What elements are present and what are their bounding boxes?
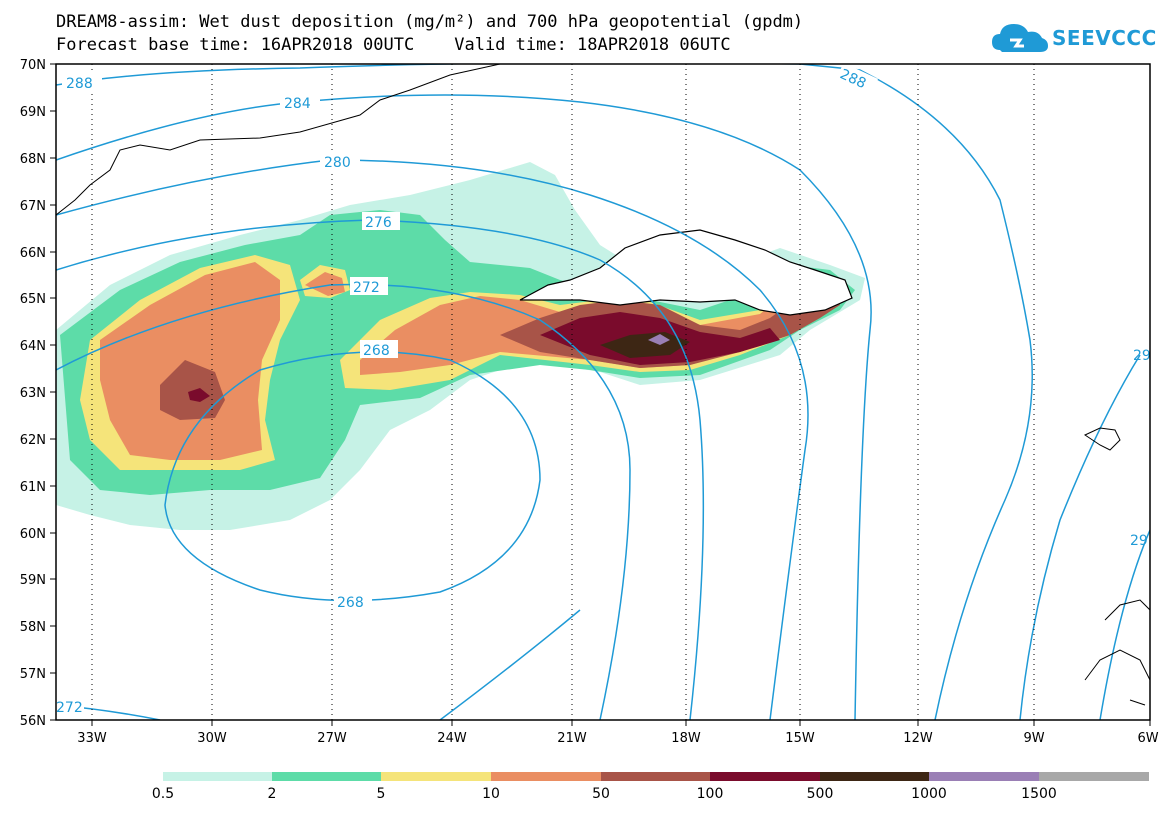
dust-layer-1000 bbox=[648, 334, 670, 345]
contour-label: 284 bbox=[284, 96, 311, 112]
legend-label: 1000 bbox=[911, 786, 947, 802]
coastlines bbox=[56, 64, 1150, 706]
lat-label: 57N bbox=[20, 667, 46, 682]
iceland-land bbox=[519, 229, 853, 316]
contour-280 bbox=[56, 159, 809, 720]
lon-label: 33W bbox=[77, 731, 107, 746]
legend-label: 100 bbox=[697, 786, 724, 802]
legend-swatch bbox=[710, 772, 820, 781]
map-plot: 288 284 280 276 272 268 268 288 272 29 2… bbox=[56, 64, 1151, 720]
seevccc-logo: SEEVCCC bbox=[990, 18, 1160, 60]
lat-label: 65N bbox=[20, 292, 46, 307]
contour-288-west bbox=[56, 64, 1033, 720]
contour-268-south bbox=[439, 609, 581, 720]
lat-label: 60N bbox=[20, 527, 46, 542]
lon-label: 21W bbox=[557, 731, 587, 746]
lat-label: 61N bbox=[20, 480, 46, 495]
lat-label: 62N bbox=[20, 433, 46, 448]
lat-label: 58N bbox=[20, 620, 46, 635]
legend-swatch bbox=[929, 772, 1039, 781]
faroe-coast bbox=[1083, 427, 1121, 451]
legend-swatch bbox=[820, 772, 929, 781]
legend-label: 50 bbox=[592, 786, 610, 802]
lat-label: 56N bbox=[20, 714, 46, 729]
legend-labels: 0.5 2 5 10 50 100 500 1000 1500 bbox=[152, 786, 1057, 802]
lat-label: 59N bbox=[20, 573, 46, 588]
legend-label: 0.5 bbox=[152, 786, 174, 802]
contour-label: 288 bbox=[66, 76, 93, 92]
longitude-labels: 33W 30W 27W 24W 21W 18W 15W 12W 9W 6W bbox=[77, 731, 1158, 746]
contour-labels: 288 284 280 276 272 268 268 288 272 29 2… bbox=[56, 64, 1151, 716]
contour-29-east-a bbox=[1019, 354, 1141, 720]
legend-label: 2 bbox=[268, 786, 277, 802]
contour-label: 276 bbox=[365, 215, 392, 231]
lon-label: 12W bbox=[903, 731, 933, 746]
legend-swatch bbox=[601, 772, 710, 781]
cloud-icon bbox=[992, 24, 1048, 52]
lat-label: 64N bbox=[20, 339, 46, 354]
contour-label: 29 bbox=[1130, 533, 1148, 549]
legend-swatch bbox=[381, 772, 491, 781]
contour-label: 280 bbox=[324, 155, 351, 171]
dust-layer-100 bbox=[188, 312, 780, 402]
legend-swatch bbox=[491, 772, 601, 781]
lat-label: 66N bbox=[20, 246, 46, 261]
lat-label: 67N bbox=[20, 199, 46, 214]
legend-label: 1500 bbox=[1021, 786, 1057, 802]
legend-label: 5 bbox=[377, 786, 386, 802]
valid-time: Valid time: 18APR2018 06UTC bbox=[454, 35, 731, 55]
legend-swatch bbox=[1039, 772, 1149, 781]
base-time: Forecast base time: 16APR2018 00UTC bbox=[56, 35, 415, 55]
contour-label: 272 bbox=[353, 280, 380, 296]
lon-label: 9W bbox=[1023, 731, 1044, 746]
lat-label: 69N bbox=[20, 105, 46, 120]
contour-268 bbox=[164, 351, 541, 602]
axis-ticks bbox=[50, 63, 1151, 726]
chart-title: DREAM8-assim: Wet dust deposition (mg/m²… bbox=[56, 12, 804, 32]
legend-label: 500 bbox=[807, 786, 834, 802]
logo-text: SEEVCCC bbox=[1052, 26, 1157, 50]
lon-label: 18W bbox=[671, 731, 701, 746]
contour-label: 268 bbox=[337, 595, 364, 611]
lon-label: 27W bbox=[317, 731, 347, 746]
legend-swatch bbox=[163, 772, 272, 781]
legend-colorbar bbox=[163, 772, 1149, 781]
chart-subtitle: Forecast base time: 16APR2018 00UTC Valid… bbox=[56, 35, 731, 55]
contour-label: 268 bbox=[363, 343, 390, 359]
contour-label: 29 bbox=[1133, 348, 1151, 364]
legend-label: 10 bbox=[482, 786, 500, 802]
contour-label: 272 bbox=[56, 700, 83, 716]
lon-label: 6W bbox=[1137, 731, 1158, 746]
lat-label: 68N bbox=[20, 152, 46, 167]
dust-field bbox=[56, 162, 865, 530]
lon-label: 30W bbox=[197, 731, 227, 746]
legend-swatch bbox=[272, 772, 381, 781]
lat-label: 63N bbox=[20, 386, 46, 401]
scotland-coast bbox=[1084, 599, 1150, 706]
contour-272 bbox=[56, 283, 631, 720]
geopotential-contours bbox=[56, 64, 1150, 720]
greenland-coast bbox=[56, 64, 501, 216]
contour-276 bbox=[56, 219, 705, 720]
lat-label: 70N bbox=[20, 58, 46, 73]
lon-label: 24W bbox=[437, 731, 467, 746]
lon-label: 15W bbox=[785, 731, 815, 746]
latitude-labels: 70N 69N 68N 67N 66N 65N 64N 63N 62N 61N … bbox=[20, 58, 46, 729]
contour-29-east-b bbox=[1099, 529, 1150, 720]
